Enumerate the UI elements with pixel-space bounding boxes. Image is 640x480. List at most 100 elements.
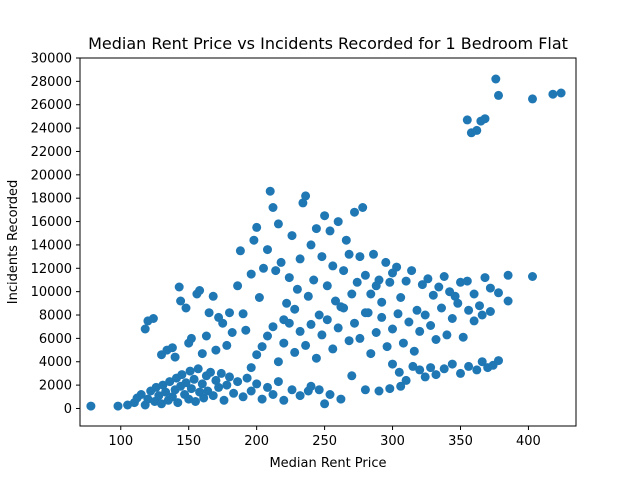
data-point: [358, 203, 368, 212]
data-point: [396, 293, 406, 302]
data-point: [268, 203, 278, 212]
data-point: [193, 364, 203, 374]
data-point: [385, 277, 395, 287]
data-point: [314, 310, 324, 320]
data-point: [369, 249, 378, 259]
data-point: [336, 394, 346, 404]
data-point: [374, 275, 384, 285]
data-point: [472, 365, 482, 375]
data-point: [199, 393, 209, 403]
data-point: [186, 333, 196, 343]
data-point: [464, 305, 474, 315]
y-tick-label: 20000: [31, 168, 72, 183]
data-point: [136, 390, 146, 399]
data-point: [409, 346, 419, 356]
data-point: [464, 361, 474, 371]
data-point: [235, 246, 245, 256]
data-point: [412, 305, 422, 315]
data-point: [350, 318, 359, 328]
data-point: [257, 394, 267, 404]
data-point: [528, 272, 537, 281]
data-point: [167, 343, 177, 353]
data-point: [333, 217, 343, 227]
data-point: [295, 391, 305, 401]
data-point: [377, 312, 387, 322]
data-point: [273, 377, 283, 387]
data-point: [263, 331, 272, 341]
x-tick-label: 100: [108, 434, 133, 449]
data-point: [148, 314, 158, 323]
x-tick-label: 300: [380, 434, 405, 449]
data-point: [322, 281, 332, 291]
data-point: [388, 359, 397, 369]
data-point: [165, 377, 175, 387]
data-point: [241, 325, 251, 335]
data-point: [320, 211, 330, 221]
data-point: [191, 397, 200, 406]
data-point: [415, 365, 425, 375]
y-tick-label: 16000: [31, 215, 72, 230]
x-tick-label: 250: [312, 434, 337, 449]
data-point: [219, 395, 229, 405]
data-point: [306, 240, 316, 250]
data-point: [249, 235, 259, 245]
data-point: [344, 336, 354, 346]
data-point: [360, 385, 370, 395]
data-point: [556, 88, 566, 98]
data-point: [366, 349, 376, 359]
data-point: [154, 391, 164, 401]
data-point: [246, 269, 256, 279]
data-point: [268, 390, 278, 399]
data-point: [371, 328, 381, 337]
data-point: [181, 378, 191, 388]
data-points: [86, 74, 566, 411]
data-point: [426, 363, 436, 373]
data-point: [143, 394, 153, 404]
data-point: [206, 367, 215, 377]
x-tick-label: 150: [176, 434, 201, 449]
data-point: [225, 308, 234, 318]
data-point: [157, 399, 166, 409]
y-axis-label: Incidents Recorded: [6, 180, 21, 305]
data-point: [480, 114, 490, 124]
data-point: [284, 318, 294, 328]
data-point: [257, 342, 267, 352]
data-point: [123, 400, 133, 410]
data-point: [227, 328, 237, 337]
data-point: [431, 370, 441, 380]
data-point: [317, 252, 327, 262]
data-point: [86, 401, 96, 411]
data-point: [404, 317, 414, 327]
data-point: [252, 222, 262, 232]
data-point: [287, 385, 297, 395]
chart-title: Median Rent Price vs Incidents Recorded …: [88, 34, 568, 53]
data-point: [195, 286, 205, 295]
data-point: [214, 382, 224, 392]
data-point: [339, 266, 349, 276]
y-tick-label: 12000: [31, 262, 72, 277]
data-point: [303, 386, 313, 396]
data-point: [197, 379, 207, 389]
y-tick-label: 26000: [31, 98, 72, 113]
data-point: [252, 379, 262, 389]
data-point: [176, 296, 186, 306]
data-point: [287, 231, 297, 241]
data-point: [271, 266, 281, 276]
data-point: [242, 373, 252, 383]
data-point: [254, 293, 264, 302]
data-point: [268, 322, 278, 332]
data-point: [469, 316, 479, 326]
data-point: [439, 272, 449, 281]
y-tick-label: 18000: [31, 192, 72, 207]
data-point: [485, 283, 495, 293]
data-point: [233, 377, 243, 387]
data-point: [331, 296, 340, 306]
data-point: [211, 375, 221, 385]
data-point: [222, 380, 232, 390]
data-point: [393, 309, 403, 319]
data-point: [344, 249, 354, 259]
data-point: [394, 367, 404, 377]
data-point: [184, 394, 194, 404]
y-tick-label: 8000: [39, 309, 72, 324]
